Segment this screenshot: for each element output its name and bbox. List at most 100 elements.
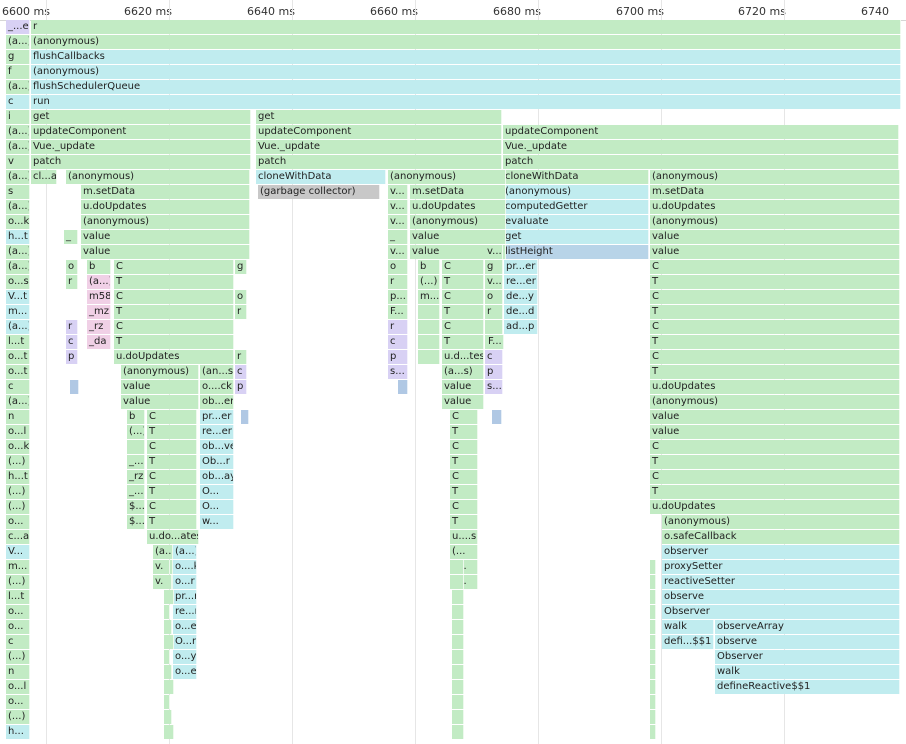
block-b-frame[interactable]: c: [485, 350, 503, 364]
left-column-frame[interactable]: l...t: [6, 590, 30, 604]
left-column-frame[interactable]: (...): [6, 485, 30, 499]
block-b-frame[interactable]: T: [450, 455, 478, 469]
block-a-frame[interactable]: (a...): [153, 545, 173, 559]
tail-sliver[interactable]: [650, 665, 656, 679]
root-frame[interactable]: get: [31, 110, 251, 124]
block-a-frame[interactable]: p: [235, 380, 247, 394]
left-column-frame[interactable]: (a...): [6, 140, 30, 154]
block-a-frame[interactable]: o: [66, 260, 78, 274]
block-b-frame[interactable]: s...: [388, 365, 408, 379]
seg3-frame[interactable]: get: [503, 230, 649, 244]
tail-sliver[interactable]: [164, 560, 170, 574]
block-b-frame[interactable]: _: [388, 230, 408, 244]
block-b-frame[interactable]: T: [442, 305, 484, 319]
block-c-frame[interactable]: u.doUpdates: [650, 200, 900, 214]
block-a-frame[interactable]: re...r: [173, 605, 197, 619]
block-a-frame[interactable]: b: [87, 260, 111, 274]
block-a-frame[interactable]: o...e: [173, 620, 197, 634]
block-b-frame[interactable]: [418, 305, 440, 319]
block-c-frame[interactable]: reactiveSetter: [662, 575, 900, 589]
block-b-frame[interactable]: T: [450, 485, 478, 499]
left-column-frame[interactable]: (a...): [6, 125, 30, 139]
block-a-frame[interactable]: _da: [87, 335, 111, 349]
block-b-frame[interactable]: c: [388, 335, 408, 349]
block-a-frame[interactable]: u.doUpdates: [81, 200, 250, 214]
block-a-frame[interactable]: o...r: [173, 575, 197, 589]
block-a-frame[interactable]: T: [114, 275, 234, 289]
left-column-frame[interactable]: o...s: [6, 275, 30, 289]
block-b-frame[interactable]: T: [450, 425, 478, 439]
block-c-frame[interactable]: Observer: [715, 650, 900, 664]
block-b-frame[interactable]: [418, 350, 440, 364]
block-b-marker[interactable]: [398, 380, 408, 394]
block-b-frame[interactable]: T: [442, 275, 484, 289]
left-column-frame[interactable]: v: [6, 155, 30, 169]
seg3-frame[interactable]: patch: [503, 155, 899, 169]
tail-sliver[interactable]: [164, 575, 172, 589]
block-a-frame[interactable]: m.setData: [81, 185, 250, 199]
seg2-frame[interactable]: Vue._update: [256, 140, 502, 154]
left-column-frame[interactable]: o...: [6, 620, 30, 634]
root-frame[interactable]: updateComponent: [31, 125, 251, 139]
left-column-frame[interactable]: m...: [6, 560, 30, 574]
tail-sliver[interactable]: [650, 710, 656, 724]
block-a-frame[interactable]: Ob...r: [200, 455, 234, 469]
block-a-frame[interactable]: $...: [127, 500, 145, 514]
tail-sliver[interactable]: [650, 725, 656, 739]
block-a-frame[interactable]: o....ck: [200, 380, 234, 394]
block-a-frame[interactable]: m58: [87, 290, 111, 304]
left-column-frame[interactable]: (...): [6, 500, 30, 514]
block-c-frame[interactable]: value: [650, 425, 900, 439]
block-a-frame[interactable]: (anonymous): [66, 170, 250, 184]
block-a-frame[interactable]: value: [121, 380, 199, 394]
block-b-frame[interactable]: [485, 320, 503, 334]
block-a-frame[interactable]: C: [114, 320, 234, 334]
tail-sliver[interactable]: [650, 695, 656, 709]
block-a-frame[interactable]: T: [147, 425, 197, 439]
block-a-frame[interactable]: (an...s): [200, 365, 234, 379]
left-column-frame[interactable]: (a...): [6, 245, 30, 259]
left-column-frame[interactable]: o...l: [6, 425, 30, 439]
root-frame[interactable]: (anonymous): [31, 35, 901, 49]
block-a-frame[interactable]: ob...er: [200, 395, 234, 409]
block-a-frame[interactable]: (...): [127, 425, 145, 439]
block-a-frame[interactable]: r: [235, 350, 247, 364]
root-frame[interactable]: flushSchedulerQueue: [31, 80, 901, 94]
block-a-frame[interactable]: value: [81, 230, 250, 244]
block-c-frame[interactable]: proxySetter: [662, 560, 900, 574]
block-c-frame[interactable]: C: [650, 440, 900, 454]
block-c-frame[interactable]: value: [650, 245, 900, 259]
seg2-frame[interactable]: updateComponent: [256, 125, 502, 139]
block-a-frame[interactable]: pr...er: [200, 410, 234, 424]
tail-sliver[interactable]: [650, 680, 656, 694]
block-b-frame[interactable]: s...: [485, 380, 503, 394]
block-b-frame[interactable]: u.d...tes: [442, 350, 484, 364]
seg2-frame[interactable]: cloneWithData: [256, 170, 386, 184]
root-frame[interactable]: run: [31, 95, 901, 109]
left-column-frame[interactable]: c...a: [6, 530, 30, 544]
block-b-frame[interactable]: de...d: [504, 305, 538, 319]
block-b-frame[interactable]: [418, 320, 440, 334]
root-frame[interactable]: (anonymous): [31, 65, 901, 79]
block-c-frame[interactable]: C: [650, 260, 900, 274]
block-b-frame[interactable]: (anonymous): [410, 215, 506, 229]
block-a-frame[interactable]: C: [147, 410, 197, 424]
block-b-frame[interactable]: v...: [388, 245, 408, 259]
block-c-frame[interactable]: (anonymous): [650, 215, 900, 229]
block-a-frame[interactable]: C: [147, 470, 197, 484]
block-c-frame[interactable]: T: [650, 455, 900, 469]
root-frame[interactable]: patch: [31, 155, 251, 169]
tail-sliver[interactable]: [452, 635, 464, 649]
block-a-frame[interactable]: value: [81, 245, 250, 259]
tail-sliver[interactable]: [452, 560, 464, 574]
block-c-frame[interactable]: observer: [662, 545, 900, 559]
block-b-frame[interactable]: C: [450, 440, 478, 454]
block-a-frame[interactable]: ob...ay: [200, 470, 234, 484]
block-a-frame[interactable]: T: [114, 305, 234, 319]
block-a-frame[interactable]: o: [235, 290, 247, 304]
block-a-frame[interactable]: _rz: [127, 470, 145, 484]
tail-sliver[interactable]: [164, 665, 172, 679]
block-a-frame[interactable]: (anonymous): [121, 365, 199, 379]
left-column-frame[interactable]: (a...): [6, 395, 30, 409]
block-b-frame[interactable]: v...: [485, 275, 503, 289]
